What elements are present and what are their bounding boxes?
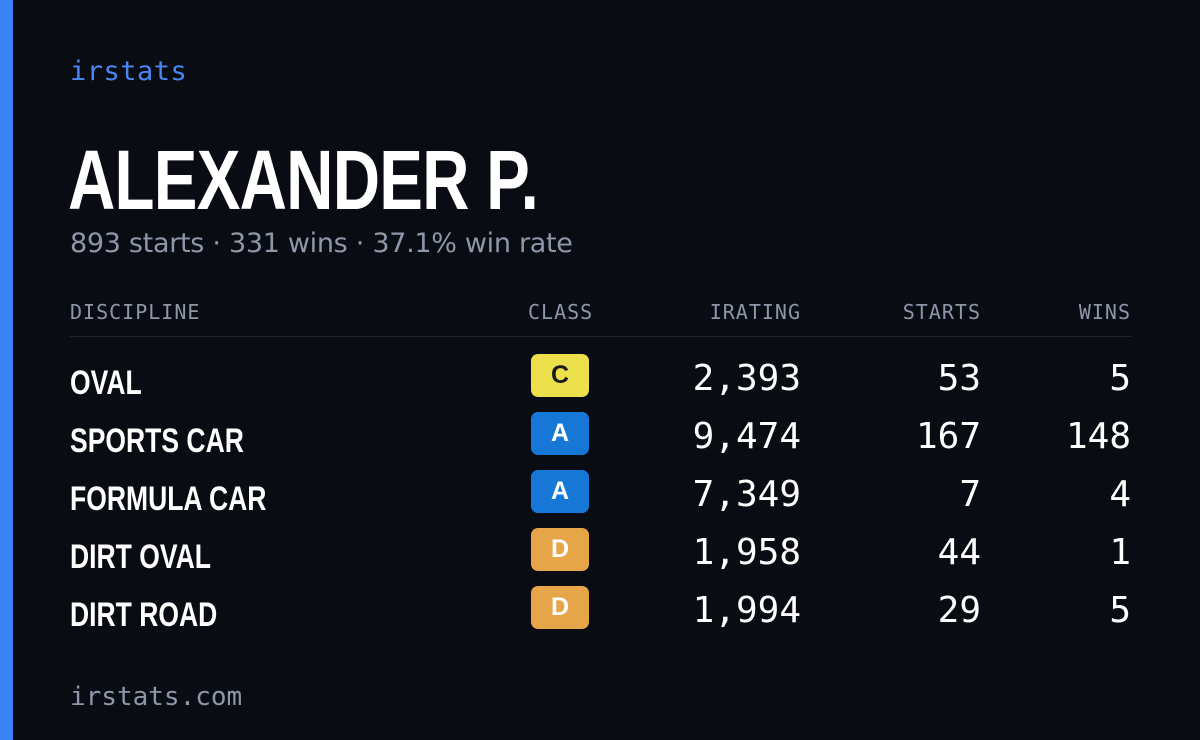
starts-value: 7 bbox=[959, 474, 981, 515]
summary-starts: 893 starts bbox=[70, 228, 205, 259]
summary-win-rate: 37.1% win rate bbox=[372, 228, 573, 259]
accent-bar bbox=[0, 0, 13, 740]
starts-value: 167 bbox=[915, 416, 981, 457]
discipline-name: DIRT ROAD bbox=[70, 596, 218, 634]
discipline-name: FORMULA CAR bbox=[70, 480, 267, 518]
wins-value: 148 bbox=[1065, 416, 1131, 457]
header-discipline: DISCIPLINE bbox=[70, 300, 201, 324]
discipline-name: DIRT OVAL bbox=[70, 538, 211, 576]
driver-name: ALEXANDER P. bbox=[68, 133, 539, 227]
summary-separator: · bbox=[212, 228, 221, 259]
header-starts: STARTS bbox=[902, 300, 981, 324]
header-irating: IRATING bbox=[709, 300, 801, 324]
table-row: OVAL C 2,393 53 5 bbox=[70, 354, 1131, 412]
wins-value: 4 bbox=[1109, 474, 1131, 515]
driver-summary: 893 starts · 331 wins · 37.1% win rate bbox=[70, 228, 573, 259]
irating-value: 7,349 bbox=[692, 474, 801, 515]
starts-value: 29 bbox=[937, 590, 981, 631]
table-header: DISCIPLINE CLASS IRATING STARTS WINS bbox=[70, 298, 1131, 337]
irating-value: 2,393 bbox=[692, 358, 801, 399]
irating-value: 1,958 bbox=[692, 532, 801, 573]
discipline-table: DISCIPLINE CLASS IRATING STARTS WINS OVA… bbox=[70, 298, 1131, 634]
license-class-badge: A bbox=[531, 470, 589, 513]
wins-value: 1 bbox=[1109, 532, 1131, 573]
license-class-badge: D bbox=[531, 586, 589, 629]
footer-url: irstats.com bbox=[70, 682, 243, 712]
license-class-badge: C bbox=[531, 354, 589, 397]
table-row: SPORTS CAR A 9,474 167 148 bbox=[70, 412, 1131, 470]
starts-value: 53 bbox=[937, 358, 981, 399]
header-wins: WINS bbox=[1078, 300, 1131, 324]
summary-separator: · bbox=[355, 228, 365, 259]
license-class-badge: D bbox=[531, 528, 589, 571]
starts-value: 44 bbox=[937, 532, 981, 573]
table-row: DIRT ROAD D 1,994 29 5 bbox=[70, 586, 1131, 644]
summary-wins: 331 wins bbox=[228, 228, 348, 259]
discipline-name: SPORTS CAR bbox=[70, 422, 244, 460]
irating-value: 1,994 bbox=[692, 590, 801, 631]
wins-value: 5 bbox=[1109, 358, 1131, 399]
irating-value: 9,474 bbox=[692, 416, 801, 457]
wins-value: 5 bbox=[1109, 590, 1131, 631]
brand-logo: irstats bbox=[70, 56, 188, 87]
discipline-name: OVAL bbox=[70, 364, 142, 402]
table-row: DIRT OVAL D 1,958 44 1 bbox=[70, 528, 1131, 586]
header-class: CLASS bbox=[528, 300, 594, 324]
license-class-badge: A bbox=[531, 412, 589, 455]
table-row: FORMULA CAR A 7,349 7 4 bbox=[70, 470, 1131, 528]
